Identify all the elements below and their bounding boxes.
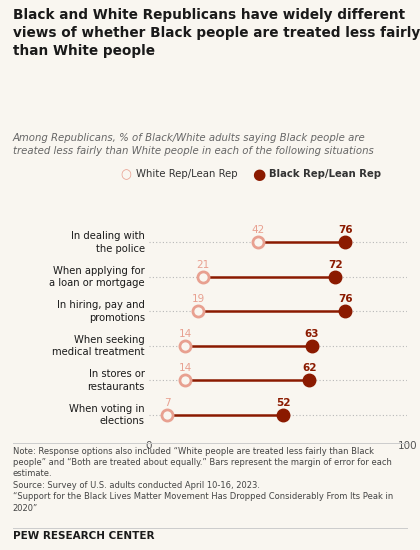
Text: 14: 14 (178, 329, 192, 339)
Text: 7: 7 (164, 398, 171, 408)
Text: ○: ○ (121, 168, 131, 181)
Text: 52: 52 (276, 398, 291, 408)
Text: Black Rep/Lean Rep: Black Rep/Lean Rep (269, 169, 381, 179)
Text: 42: 42 (251, 225, 264, 235)
Text: Note: Response options also included “White people are treated less fairly than : Note: Response options also included “Wh… (13, 447, 393, 513)
Text: White Rep/Lean Rep: White Rep/Lean Rep (136, 169, 238, 179)
Text: When voting in
elections: When voting in elections (69, 404, 145, 426)
Text: Black and White Republicans have widely different
views of whether Black people : Black and White Republicans have widely … (13, 8, 420, 58)
Text: In hiring, pay and
promotions: In hiring, pay and promotions (57, 300, 145, 323)
Text: 21: 21 (197, 260, 210, 270)
Text: 63: 63 (304, 329, 319, 339)
Text: When seeking
medical treatment: When seeking medical treatment (52, 334, 145, 357)
Text: When applying for
a loan or mortgage: When applying for a loan or mortgage (49, 266, 145, 288)
Text: 14: 14 (178, 363, 192, 373)
Text: 76: 76 (338, 294, 353, 304)
Text: 62: 62 (302, 363, 317, 373)
Text: 76: 76 (338, 225, 353, 235)
Text: Among Republicans, % of Black/White adults saying Black people are
treated less : Among Republicans, % of Black/White adul… (13, 133, 373, 156)
Text: 72: 72 (328, 260, 342, 270)
Text: In stores or
restaurants: In stores or restaurants (87, 369, 145, 392)
Text: PEW RESEARCH CENTER: PEW RESEARCH CENTER (13, 531, 154, 541)
Text: In dealing with
the police: In dealing with the police (71, 231, 145, 254)
Text: 19: 19 (192, 294, 205, 304)
Text: ●: ● (252, 167, 265, 182)
